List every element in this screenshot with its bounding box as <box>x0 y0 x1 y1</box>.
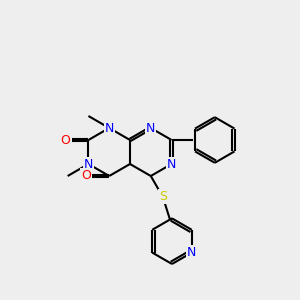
Text: N: N <box>167 158 176 170</box>
Text: O: O <box>82 169 92 182</box>
Text: S: S <box>159 190 167 203</box>
Text: N: N <box>104 122 114 134</box>
Text: N: N <box>187 246 196 259</box>
Text: N: N <box>84 158 93 170</box>
Text: O: O <box>61 134 70 146</box>
Text: N: N <box>146 122 155 134</box>
